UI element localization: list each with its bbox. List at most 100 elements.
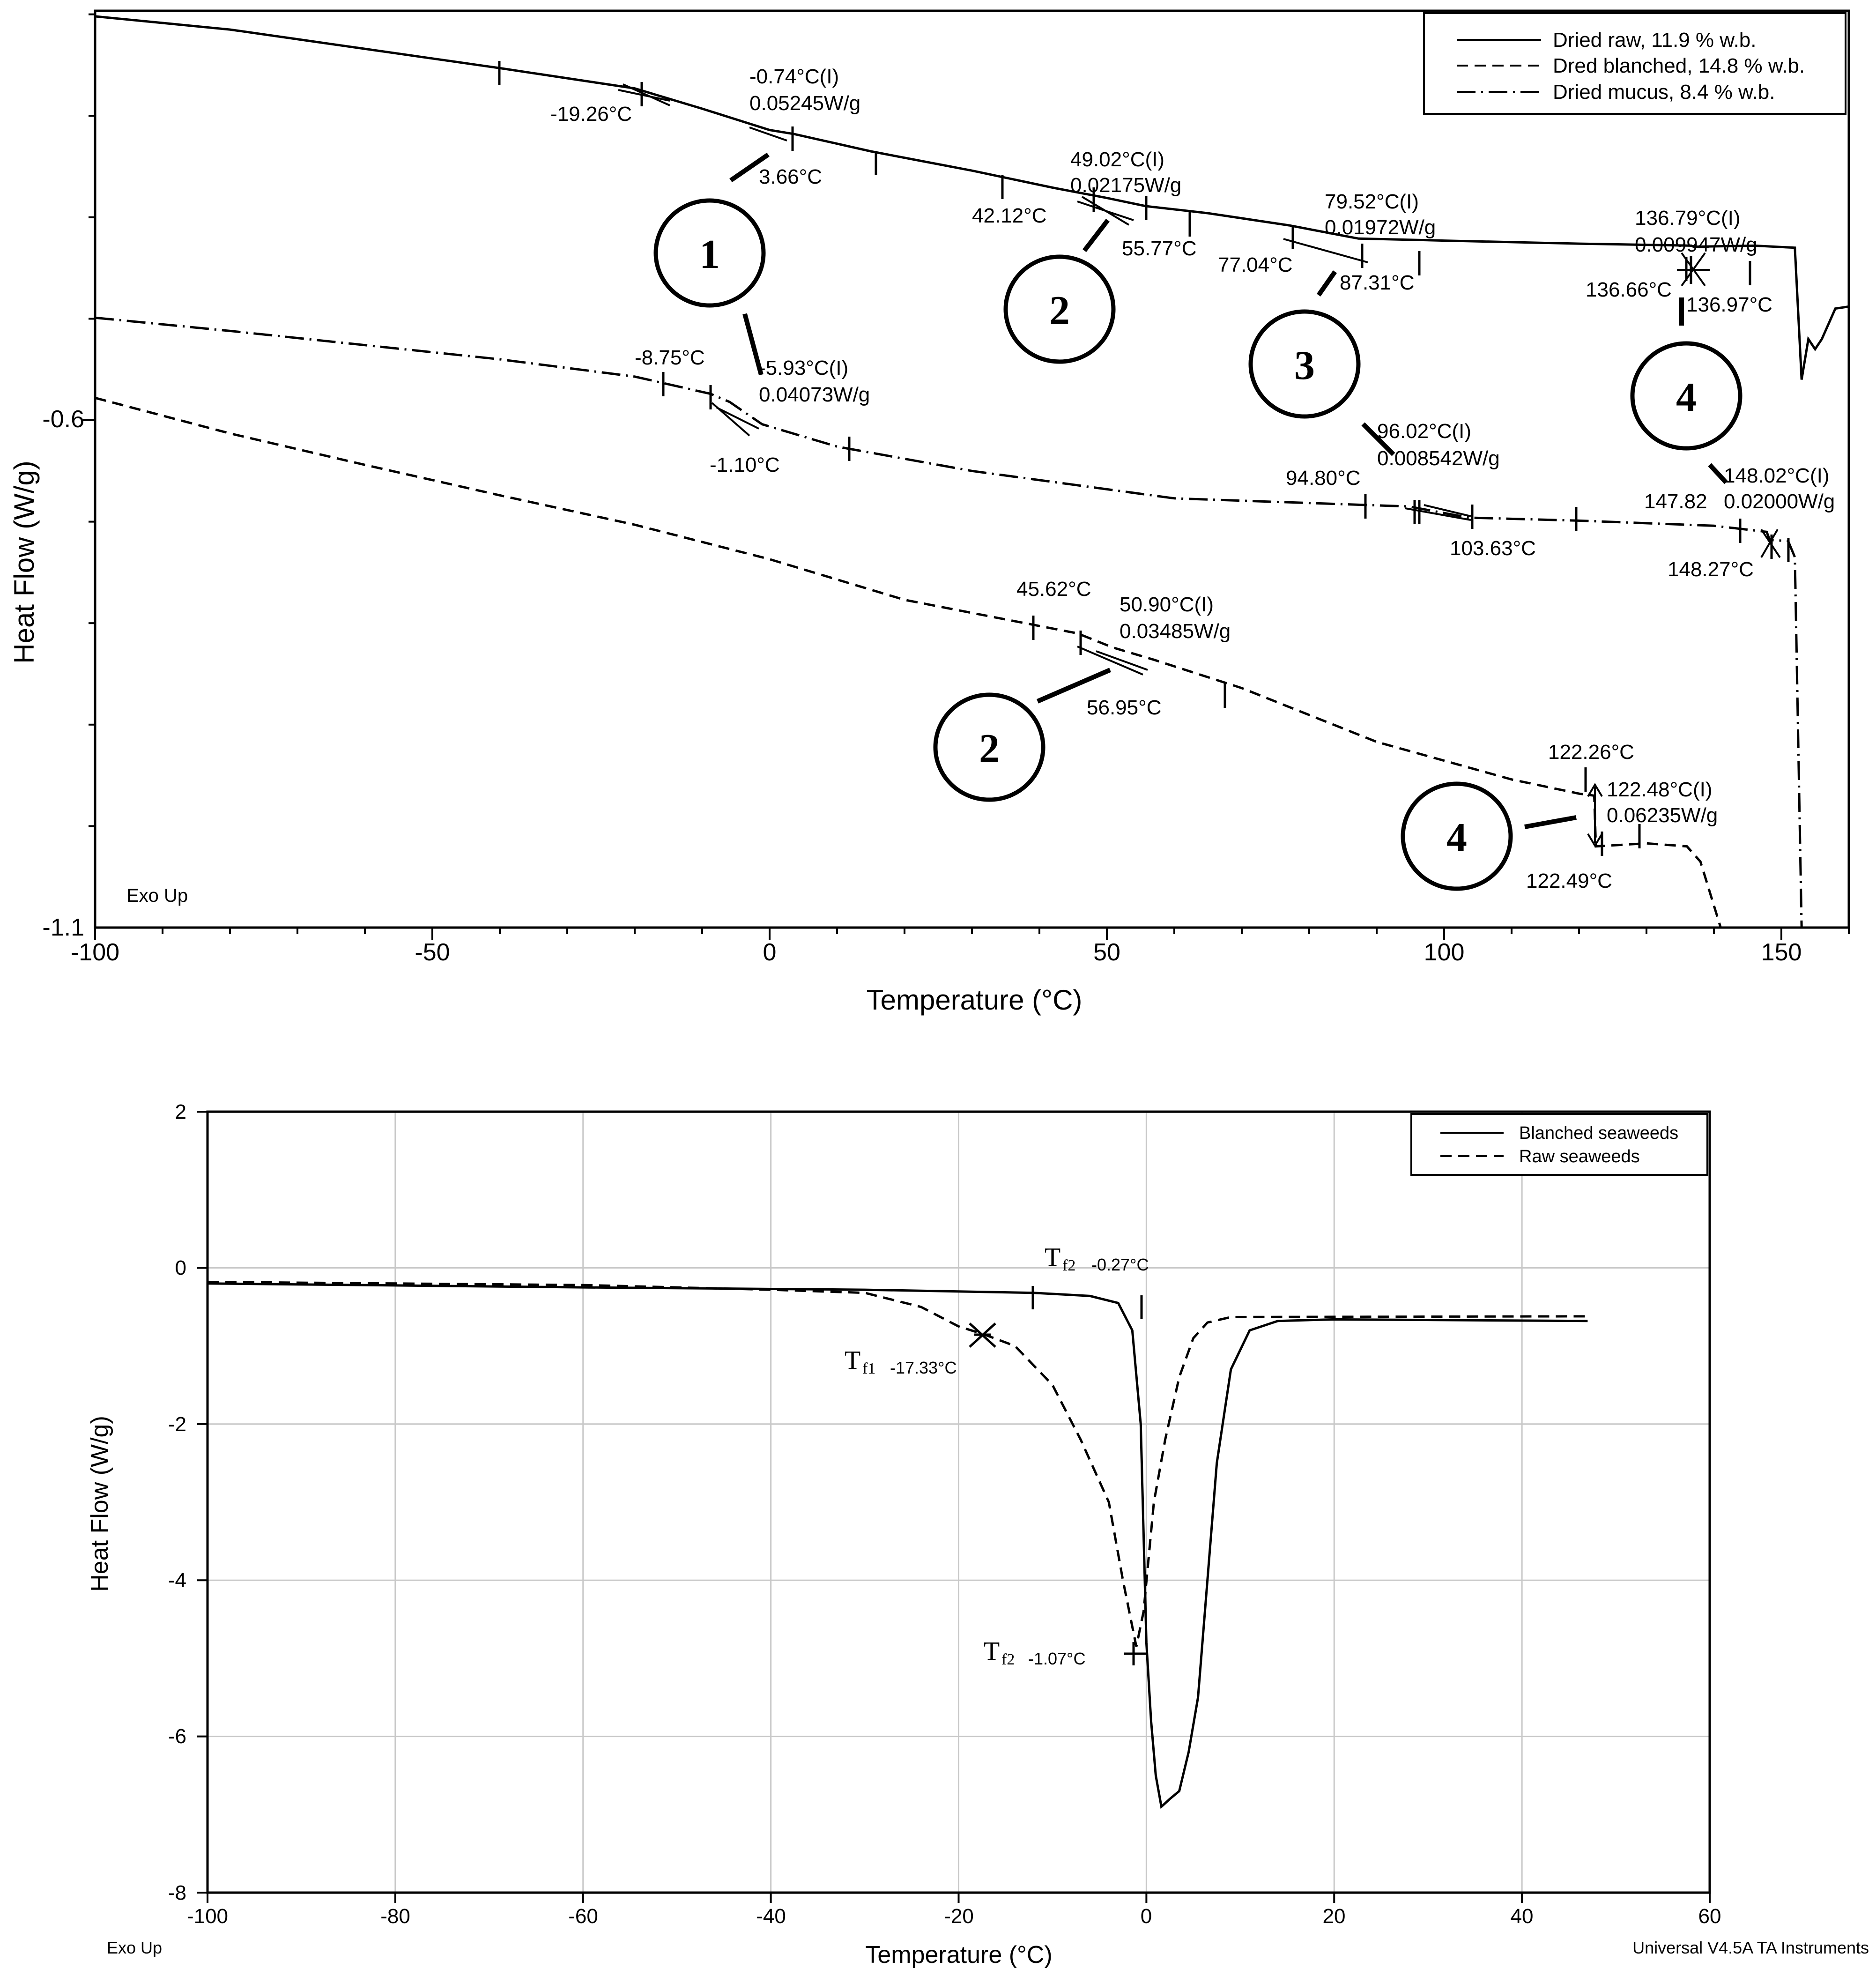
arrow-mark	[1587, 783, 1603, 847]
top-point-labels: -19.26°C -0.74°C(I) 0.05245W/g 3.66°C 42…	[550, 65, 1835, 892]
arrow-mark	[1405, 504, 1471, 521]
bottom-ytick-label: -4	[168, 1569, 186, 1592]
top-xtick-label: -50	[415, 939, 450, 966]
leader-line	[742, 313, 764, 376]
point-label: 122.48°C(I)	[1607, 778, 1712, 801]
arrow-mark	[711, 402, 759, 437]
top-ytick-label: -0.6	[42, 406, 84, 433]
bottom-xtick-label: 20	[1323, 1905, 1346, 1928]
point-label: 136.66°C	[1586, 278, 1672, 301]
top-x-tick-labels: -100 -50 0 50 100 150	[71, 939, 1802, 966]
chart-bottom: -100 -80 -60 -40 -20 0 20 40 60 2 0 -2 -…	[86, 1100, 1869, 1969]
top-series-group	[95, 15, 1849, 928]
legend-label-blanched: Blanched seaweeds	[1519, 1123, 1678, 1143]
top-series-line-2	[95, 316, 1803, 928]
bottom-exo-up: Exo Up	[107, 1938, 162, 1957]
top-legend-box	[1423, 12, 1846, 115]
chart-top: -100 -50 0 50 100 150 -0.6 -1.1 Temperat…	[8, 9, 1850, 1016]
point-label: 49.02°C(I)	[1070, 148, 1164, 171]
t-marker-value: -0.27°C	[1091, 1255, 1149, 1274]
annotation-circle-3	[1248, 309, 1361, 419]
bottom-y-tick-labels: 2 0 -2 -4 -6 -8	[168, 1100, 186, 1904]
point-label: -1.10°C	[710, 453, 780, 476]
point-label: 103.63°C	[1450, 537, 1536, 560]
point-label: 87.31°C	[1340, 271, 1414, 294]
annotation-circle-4	[1630, 341, 1743, 451]
bottom-grid	[208, 1112, 1710, 1893]
t-marker-sub: f1	[862, 1360, 875, 1377]
bottom-software-credit: Universal V4.5A TA Instruments	[1632, 1938, 1869, 1957]
point-label: 77.04°C	[1218, 253, 1292, 276]
legend-label-dried-mucus: Dried mucus, 8.4 % w.b.	[1553, 81, 1775, 104]
point-label: 148.02°C(I)	[1724, 464, 1829, 487]
top-xtick-label: -100	[71, 939, 119, 966]
annotation-number: 1	[699, 232, 720, 277]
top-axis-ticks	[83, 13, 1850, 940]
leader-line	[1083, 218, 1110, 253]
top-inflection-arrows	[618, 83, 1781, 847]
point-label: 122.26°C	[1548, 741, 1634, 764]
point-label: 0.04073W/g	[759, 383, 870, 406]
bottom-xtick-label: 0	[1141, 1905, 1152, 1928]
legend-label-dred-blanched: Dred blanched, 14.8 % w.b.	[1553, 54, 1805, 77]
bottom-legend-box	[1410, 1113, 1708, 1176]
point-label: -8.75°C	[635, 346, 705, 369]
bottom-ytick-label: 2	[175, 1100, 186, 1123]
point-label: 42.12°C	[972, 204, 1046, 227]
bottom-xtick-label: -100	[187, 1905, 228, 1928]
legend-label-dried-raw: Dried raw, 11.9 % w.b.	[1553, 29, 1757, 52]
annotation-number: 2	[979, 726, 1000, 772]
point-label: 55.77°C	[1122, 237, 1196, 260]
annotation-number: 3	[1294, 343, 1315, 388]
bottom-y-axis-title: Heat Flow (W/g)	[86, 1416, 113, 1592]
top-circle-annotations: 1 2 3 4 2 4	[653, 152, 1743, 891]
t-marker-main: T	[984, 1637, 1000, 1666]
point-label: 3.66°C	[759, 165, 822, 188]
annotation-leader-lines	[729, 152, 1728, 829]
leader-line	[1316, 270, 1337, 297]
t-marker-sub: f2	[1001, 1651, 1015, 1668]
point-label: 0.05245W/g	[749, 92, 860, 115]
bottom-cross-markers	[969, 1286, 1148, 1665]
bottom-legend: Blanched seaweeds Raw seaweeds	[1410, 1113, 1708, 1176]
point-label: -19.26°C	[550, 103, 632, 126]
bottom-xtick-label: -40	[756, 1905, 786, 1928]
leader-line	[1037, 668, 1111, 704]
annotation-numbers: 1 2 3 4 2 4	[699, 232, 1697, 861]
bottom-t-labels: T f2 -0.27°C T f1 -17.33°C T f2 -1.07°C	[845, 1243, 1149, 1668]
top-ytick-label: -1.1	[42, 914, 84, 941]
arrow-mark	[1760, 528, 1781, 558]
point-label: -0.74°C(I)	[749, 65, 839, 88]
top-y-axis-title: Heat Flow (W/g)	[8, 461, 40, 663]
top-legend: Dried raw, 11.9 % w.b. Dred blanched, 14…	[1423, 12, 1846, 115]
point-label: -5.93°C(I)	[759, 357, 848, 379]
top-xtick-label: 150	[1761, 939, 1802, 966]
annotation-circles	[653, 198, 1743, 891]
bottom-xtick-label: -80	[380, 1905, 410, 1928]
bottom-ytick-label: -8	[168, 1881, 186, 1904]
point-label: 0.02175W/g	[1070, 174, 1181, 197]
t-marker-value: -1.07°C	[1028, 1649, 1085, 1668]
top-y-tick-labels: -0.6 -1.1	[42, 406, 84, 941]
top-exo-up: Exo Up	[126, 885, 188, 906]
annotation-number: 4	[1676, 375, 1697, 420]
bottom-xtick-label: 60	[1698, 1905, 1721, 1928]
arrow-mark	[618, 83, 670, 106]
bottom-xtick-label: -20	[944, 1905, 974, 1928]
t-marker-main: T	[1045, 1243, 1060, 1272]
arrow-mark	[1077, 196, 1134, 226]
t-marker-value: -17.33°C	[890, 1358, 957, 1377]
point-label: 0.009947W/g	[1635, 233, 1757, 256]
annotation-circle-2b	[933, 692, 1046, 802]
top-series-line-0	[95, 15, 1849, 380]
point-label: 136.79°C(I)	[1635, 207, 1740, 230]
bottom-xtick-label: 40	[1511, 1905, 1534, 1928]
point-label: 136.97°C	[1686, 293, 1772, 316]
point-label: 0.01972W/g	[1325, 216, 1436, 239]
point-label: 0.008542W/g	[1377, 447, 1500, 470]
t-marker-sub: f2	[1062, 1257, 1075, 1274]
leader-line	[1524, 815, 1577, 829]
annotation-number: 2	[1049, 288, 1070, 334]
point-label: 56.95°C	[1087, 696, 1161, 719]
annotation-number: 4	[1446, 815, 1467, 861]
